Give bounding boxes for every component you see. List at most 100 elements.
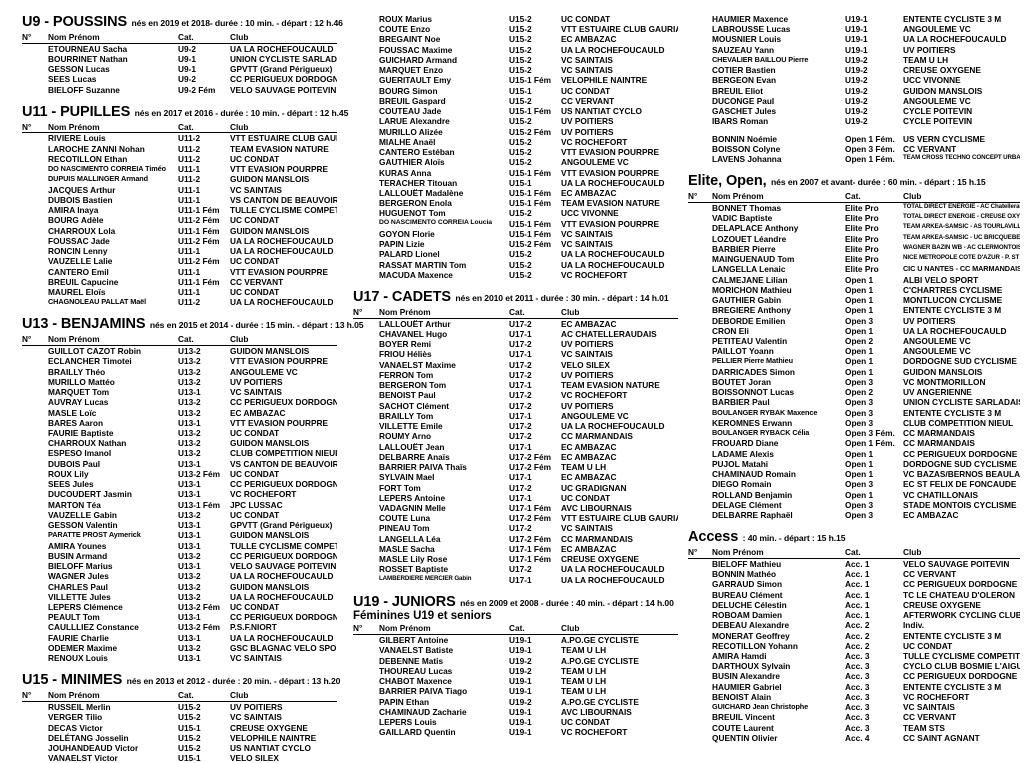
rider-club: UA LA ROCHEFOUCAULD xyxy=(903,325,1007,336)
rider-club: CC PERIGUEUX DORDOGNE xyxy=(230,479,337,490)
rider-name: CALMEJANE Lilian xyxy=(712,274,788,285)
rider-category: U11-1 xyxy=(178,287,201,297)
table-row: LEPERS Clémence U13-2 Fém UC CONDAT xyxy=(22,602,337,612)
rider-club: CREUSE OXYGENE xyxy=(230,722,308,733)
rider-number xyxy=(353,188,379,198)
rider-category: U19-1 xyxy=(509,676,532,687)
table-row: HUGUENOT Tom U15-2 UCC VIVONNE xyxy=(353,208,678,218)
table-row: BIELOFF Suzanne U9-2 Fém VELO SAUVAGE POIT… xyxy=(22,85,337,95)
table-row: DUBOIS Bastien U11-1 VS CANTON DE BEAUVOIR xyxy=(22,195,337,205)
table-row: GOYON Florie U15-1 Fém VC SAINTAIS xyxy=(353,229,678,239)
rider-name: FERRON Tom xyxy=(379,369,434,380)
rider-number xyxy=(688,134,712,144)
table-row: BUSIN Armand U13-2 CC PERIGUEUX DORDOGNE xyxy=(22,551,337,561)
table-row: PAPIN Ethan U19-2 A.PO.GE CYCLISTE xyxy=(353,697,678,707)
table-row: FOUSSAC Maxime U15-2 UA LA ROCHEFOUCAULD xyxy=(353,45,678,55)
rider-category: U15-2 xyxy=(509,136,532,147)
table-row: RUSSEIL Merlin U15-2 UV POITIERS xyxy=(22,702,337,713)
rider-club: UA LA ROCHEFOUCAULD xyxy=(903,34,1007,45)
table-row: GUICHARD Armand U15-2 VC SAINTAIS xyxy=(353,55,678,65)
rider-name: BARRIER PAIVA Tiago xyxy=(379,686,468,697)
rider-club: TEAM ARKEA-SAMSIC - UC BRICQUEBEC CYCL. xyxy=(903,233,1020,241)
section-u15-minimes: U15 - MINIMES nés en 2013 et 2012 - duré… xyxy=(22,672,340,763)
rider-category: U17-2 xyxy=(509,369,532,380)
rider-number xyxy=(688,336,712,346)
table-row: MARQUET Tom U13-1 VC SAINTAIS xyxy=(22,387,337,397)
rider-club: UC CONDAT xyxy=(230,428,280,438)
rider-number xyxy=(688,682,712,692)
rider-number xyxy=(22,418,48,428)
rider-club: UA LA ROCHEFOUCAULD xyxy=(561,574,665,585)
rider-name: GOYON Florie xyxy=(379,228,435,239)
rider-name: CHABOT Maxence xyxy=(379,676,452,687)
rider-name: FRIOU Héliès xyxy=(379,349,432,360)
rider-number xyxy=(22,397,48,407)
rider-number xyxy=(688,213,712,223)
rider-club: ENTENTE CYCLISTE 3 M xyxy=(903,681,1002,692)
table-row: GESSON Lucas U9-1 GPVTT (Grand Périgueux) xyxy=(22,64,337,74)
rider-club: GUIDON MANSLOIS xyxy=(230,346,310,357)
table-row: CHAVANEL Hugo U17-1 AC CHATELLERAUDAIS xyxy=(353,329,678,339)
rider-number xyxy=(353,431,379,441)
rider-club: VELOPHILE NAINTRE xyxy=(230,732,317,743)
table-row: BERGERON Tom U17-1 TEAM EVASION NATURE xyxy=(353,380,678,390)
rider-category: Acc. 3 xyxy=(845,722,870,733)
rider-number xyxy=(688,346,712,356)
section-subtitle: nés en 2013 et 2012 - durée : 20 min. - … xyxy=(126,676,341,687)
rider-number xyxy=(22,438,48,448)
rider-category: U13-1 xyxy=(178,417,201,428)
rider-category: U17-2 xyxy=(509,359,532,370)
rider-number xyxy=(22,164,48,174)
table-row: BOULANGER RYBACK Célia Open 3 Fém. CC MARM… xyxy=(688,428,1020,438)
rider-club: UV POITIERS xyxy=(230,702,283,713)
table-row: CALMEJANE Lilian Open 1 ALBI VELO SPORT xyxy=(688,275,1020,285)
rider-number xyxy=(22,582,48,592)
rider-number xyxy=(688,295,712,305)
roster-body: GILBERT Antoine U19-1 A.PO.GE CYCLISTE VANA… xyxy=(353,635,678,738)
table-row: LANGELLA Léa U17-2 Fém CC MARMANDAIS xyxy=(353,534,678,544)
table-row: PEAULT Tom U13-1 CC PERIGUEUX DORDOGNE xyxy=(22,612,337,622)
rider-number xyxy=(353,483,379,493)
section-title: U11 - PUPILLES xyxy=(22,103,131,120)
rider-category: U15-2 xyxy=(509,54,532,65)
table-row: DARTHOUX Sylvain Acc. 3 CYCLO CLUB BOSMIE … xyxy=(688,661,1020,671)
rider-number xyxy=(22,144,48,154)
rider-category: U11-1 Fém xyxy=(178,276,220,287)
rider-club: TEAM U LH xyxy=(903,54,949,65)
rider-category: U15-1 Fém xyxy=(509,106,551,117)
roster-header-row: N° Nom Prénom Cat. Club xyxy=(688,191,1020,203)
rider-club: ENTENTE CYCLISTE 3 M xyxy=(903,305,1002,316)
rider-club: VS CANTON DE BEAUVOIR xyxy=(230,458,337,469)
rider-club: UA LA ROCHEFOUCAULD xyxy=(561,259,665,270)
rider-name: AUVRAY Lucas xyxy=(48,397,109,408)
rider-number xyxy=(22,541,48,551)
rider-club: UC CONDAT xyxy=(230,509,280,520)
rider-category: U19-2 xyxy=(845,54,868,65)
rider-category: Open 1 xyxy=(845,469,874,480)
roster-header: N° Nom Prénom Cat. Club xyxy=(22,690,337,703)
rider-category: U15-2 xyxy=(509,14,532,24)
section-title: U13 - BENJAMINS xyxy=(22,316,146,333)
table-row: CHAMINAUD Romain Open 1 VC BAZAS/BERNOS BE… xyxy=(688,469,1020,479)
rider-number xyxy=(22,459,48,469)
rider-club: VTT ESTUAIRE CLUB GAURIAC xyxy=(230,133,337,144)
rider-name: MAINGUENAUD Tom xyxy=(712,254,795,265)
rider-category: U17-2 xyxy=(509,564,532,575)
rider-number xyxy=(353,96,379,106)
rider-number xyxy=(353,239,379,249)
rider-club: MONTLUCON CYCLISME xyxy=(903,295,1003,306)
table-row: FERRON Tom U17-2 UV POITIERS xyxy=(353,370,678,380)
table-row: COUTE Laurent Acc. 3 TEAM STS xyxy=(688,723,1020,733)
rider-name: LANGELLA Lenaic xyxy=(712,264,786,275)
rider-number xyxy=(353,686,379,696)
column-header-name: Nom Prénom xyxy=(48,31,178,44)
roster-header: N° Nom Prénom Cat. Club xyxy=(22,334,337,347)
section-subtitle: nés en 2007 et avant- durée : 60 min. - … xyxy=(771,177,986,188)
rider-number xyxy=(22,469,48,479)
rider-name: BIELOFF Suzanne xyxy=(48,84,120,95)
rider-club: UC CONDAT xyxy=(561,85,611,96)
rider-category: U19-2 xyxy=(845,75,868,86)
rider-name: MASLE Sacha xyxy=(379,543,435,554)
rider-name: LABROUSSE Lucas xyxy=(712,24,791,35)
rider-number xyxy=(688,45,712,55)
